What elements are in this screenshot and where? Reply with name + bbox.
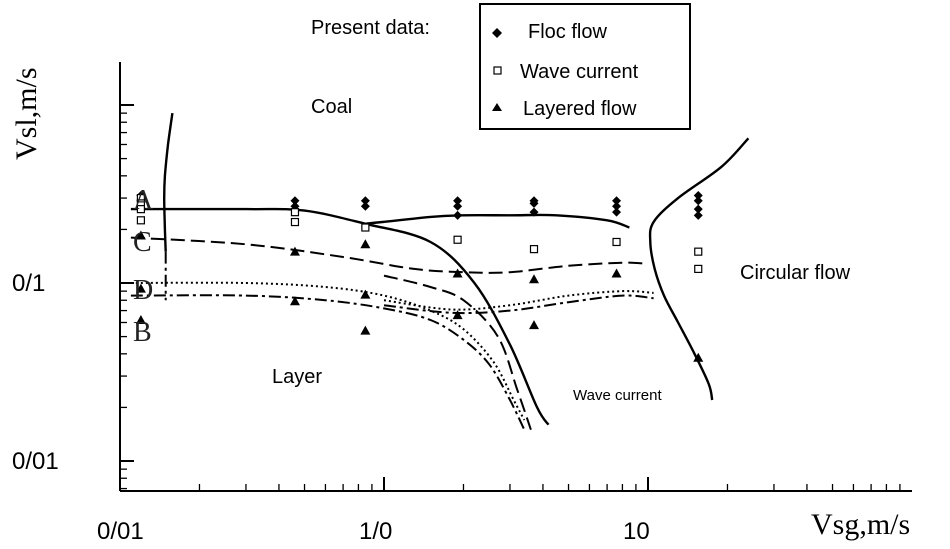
legend-title: Present data: bbox=[311, 17, 430, 39]
floc-flow-point bbox=[693, 196, 703, 206]
wave-current-point bbox=[612, 237, 621, 247]
y-tick-label-0-01: 0/01 bbox=[12, 448, 59, 475]
floc-flow-point bbox=[693, 210, 703, 220]
wave-current-point bbox=[136, 216, 146, 225]
layered-flow-point bbox=[360, 289, 371, 299]
data-points bbox=[135, 191, 704, 362]
region-label-wave-current: Wave current bbox=[573, 387, 662, 404]
floc-flow-point bbox=[453, 210, 463, 220]
axis-tick-labels: 0/01 1/0 10 0/1 0/01 bbox=[12, 270, 650, 545]
curve-d-right bbox=[383, 290, 654, 311]
layered-flow-point bbox=[289, 296, 300, 306]
curve-label-a: A bbox=[133, 185, 154, 216]
layered-flow-point bbox=[289, 246, 300, 256]
layered-flow-point bbox=[135, 230, 146, 240]
layered-flow-point bbox=[135, 283, 146, 293]
layered-flow-point bbox=[135, 314, 146, 324]
curve-b bbox=[130, 294, 526, 431]
floc-flow-point bbox=[360, 201, 370, 211]
floc-flow-point bbox=[290, 196, 300, 206]
curve-c-lower bbox=[383, 274, 532, 431]
floc-flow-point bbox=[612, 196, 622, 206]
x-tick-label-10: 10 bbox=[623, 518, 650, 545]
legend-label-wave-current: Wave current bbox=[520, 61, 639, 83]
curve-label-c: C bbox=[133, 227, 152, 258]
curve-right-boundary bbox=[648, 137, 750, 401]
axis-titles: Vsg,m/s Vsl,m/s bbox=[10, 67, 910, 541]
wave-current-point bbox=[694, 264, 703, 274]
curve-left-boundary bbox=[162, 112, 174, 252]
layered-flow-point bbox=[529, 320, 540, 330]
layered-flow-point bbox=[611, 268, 622, 278]
floc-flow-point bbox=[693, 204, 703, 214]
x-axis-title: Vsg,m/s bbox=[811, 508, 910, 541]
wave-current-point bbox=[694, 247, 703, 256]
axes bbox=[119, 62, 912, 492]
x-tick-label-0-01: 0/01 bbox=[97, 518, 144, 545]
wave-current-point bbox=[136, 205, 146, 214]
curve-a-upper bbox=[365, 213, 630, 229]
floc-flow-point bbox=[693, 191, 703, 201]
region-label-circular-flow: Circular flow bbox=[740, 262, 851, 284]
region-label-coal: Coal bbox=[311, 96, 352, 118]
layered-flow-point bbox=[452, 268, 463, 278]
curve-d bbox=[130, 281, 526, 421]
legend: Present data: Floc flow Wave current Lay… bbox=[311, 3, 691, 130]
layered-flow-point bbox=[360, 239, 371, 249]
x-tick-label-1-0: 1/0 bbox=[359, 518, 392, 545]
floc-flow-point bbox=[453, 201, 463, 211]
curve-c bbox=[130, 236, 649, 274]
curve-b-right bbox=[383, 294, 654, 315]
curve-labels: A C D B bbox=[133, 185, 154, 348]
wave-current-point bbox=[290, 208, 300, 217]
curve-label-d: D bbox=[133, 275, 153, 306]
floc-flow-point bbox=[612, 207, 622, 217]
legend-marker-wave-current bbox=[493, 66, 502, 75]
legend-label-layered-flow: Layered flow bbox=[523, 98, 637, 120]
y-tick-label-0-1: 0/1 bbox=[12, 270, 45, 297]
wave-current-point bbox=[361, 223, 370, 232]
floc-flow-point bbox=[360, 196, 370, 206]
floc-flow-point bbox=[529, 207, 539, 217]
legend-label-floc-flow: Floc flow bbox=[528, 21, 607, 43]
floc-flow-point bbox=[453, 196, 463, 206]
axis-ticks bbox=[119, 104, 901, 491]
curve-a bbox=[130, 207, 550, 426]
legend-marker-layered-flow bbox=[492, 103, 502, 111]
layered-flow-point bbox=[452, 310, 463, 320]
region-label-layer: Layer bbox=[272, 366, 322, 388]
legend-marker-floc-flow bbox=[492, 28, 502, 38]
legend-box bbox=[479, 3, 691, 130]
wave-current-point bbox=[290, 217, 300, 227]
region-labels: Coal Layer Wave current Circular flow bbox=[272, 96, 851, 404]
wave-current-point bbox=[529, 245, 539, 254]
floc-flow-point bbox=[612, 201, 622, 211]
floc-flow-point bbox=[529, 198, 539, 208]
y-axis-title: Vsl,m/s bbox=[10, 67, 43, 160]
layered-flow-point bbox=[693, 352, 704, 362]
layered-flow-point bbox=[529, 274, 540, 284]
wave-current-point bbox=[453, 235, 462, 244]
curve-label-b: B bbox=[133, 317, 152, 348]
layered-flow-point bbox=[360, 325, 371, 335]
boundary-curves bbox=[130, 112, 750, 431]
